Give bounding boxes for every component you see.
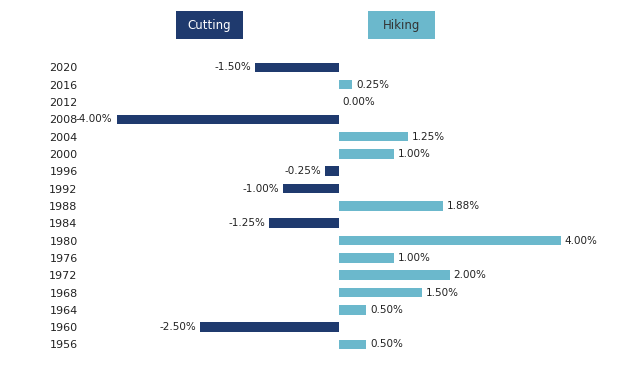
Bar: [255, 63, 339, 72]
Text: Cutting: Cutting: [188, 19, 232, 32]
Text: -2.50%: -2.50%: [159, 322, 196, 332]
Bar: [339, 132, 408, 141]
Bar: [339, 305, 366, 315]
Bar: [339, 340, 366, 349]
Bar: [339, 253, 394, 263]
Bar: [269, 219, 339, 228]
Text: Hiking: Hiking: [383, 19, 420, 32]
Bar: [339, 288, 422, 297]
Bar: [324, 167, 339, 176]
Bar: [339, 270, 449, 280]
Bar: [200, 322, 339, 332]
Text: 2.00%: 2.00%: [454, 270, 486, 280]
Text: 0.50%: 0.50%: [370, 305, 403, 315]
Bar: [116, 115, 339, 124]
Text: -1.25%: -1.25%: [228, 218, 265, 228]
Text: 0.00%: 0.00%: [342, 97, 375, 107]
Text: 1.00%: 1.00%: [398, 253, 431, 263]
Text: 0.50%: 0.50%: [370, 339, 403, 349]
Text: 1.50%: 1.50%: [426, 288, 459, 298]
Text: 1.25%: 1.25%: [412, 132, 445, 142]
Bar: [339, 149, 394, 159]
Bar: [339, 236, 561, 245]
Text: 0.25%: 0.25%: [356, 80, 389, 90]
Text: -4.00%: -4.00%: [76, 114, 113, 124]
Text: 4.00%: 4.00%: [564, 236, 597, 246]
Text: -1.00%: -1.00%: [243, 184, 279, 194]
Bar: [339, 201, 443, 211]
Text: -1.50%: -1.50%: [214, 62, 252, 72]
Text: 1.00%: 1.00%: [398, 149, 431, 159]
Text: -0.25%: -0.25%: [284, 166, 321, 176]
Bar: [283, 184, 339, 193]
Text: 1.88%: 1.88%: [447, 201, 480, 211]
Bar: [339, 80, 353, 89]
